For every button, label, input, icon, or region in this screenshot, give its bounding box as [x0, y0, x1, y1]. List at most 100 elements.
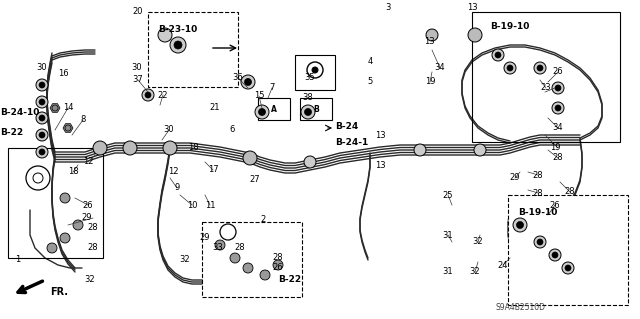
Circle shape — [537, 65, 543, 71]
Circle shape — [513, 218, 527, 232]
Circle shape — [534, 62, 546, 74]
Circle shape — [426, 29, 438, 41]
Text: FR.: FR. — [50, 287, 68, 297]
Circle shape — [39, 115, 45, 121]
Bar — [8, 148, 103, 258]
Circle shape — [507, 65, 513, 71]
Circle shape — [244, 152, 256, 164]
Circle shape — [414, 144, 426, 156]
Text: A: A — [271, 105, 277, 114]
Text: B-19-10: B-19-10 — [490, 22, 529, 31]
Text: B-23-10: B-23-10 — [158, 25, 197, 34]
Text: 19: 19 — [425, 78, 435, 86]
Text: 10: 10 — [187, 201, 197, 210]
Text: 7: 7 — [269, 84, 275, 93]
Text: 18: 18 — [188, 144, 198, 152]
Text: 22: 22 — [157, 91, 168, 100]
Text: 28: 28 — [532, 170, 543, 180]
Circle shape — [39, 149, 45, 155]
Text: 29: 29 — [509, 174, 520, 182]
Text: 34: 34 — [435, 63, 445, 72]
Circle shape — [537, 239, 543, 245]
Text: 28: 28 — [235, 243, 245, 253]
Text: 30: 30 — [164, 125, 174, 135]
Circle shape — [36, 79, 48, 91]
Text: 37: 37 — [132, 76, 143, 85]
Text: 34: 34 — [553, 123, 563, 132]
Text: B: B — [313, 105, 319, 114]
Text: 33: 33 — [212, 243, 223, 253]
Bar — [508, 195, 628, 305]
Bar — [295, 55, 335, 90]
Text: 28: 28 — [273, 254, 284, 263]
Bar — [148, 12, 238, 87]
Circle shape — [468, 28, 482, 42]
Text: 32: 32 — [84, 276, 95, 285]
Text: 13: 13 — [374, 160, 385, 169]
Text: B-22: B-22 — [278, 275, 301, 284]
Circle shape — [163, 141, 177, 155]
Text: 6: 6 — [229, 125, 235, 135]
Text: 26: 26 — [553, 68, 563, 77]
Circle shape — [255, 105, 269, 119]
Text: 12: 12 — [83, 158, 93, 167]
Circle shape — [39, 99, 45, 105]
Circle shape — [241, 75, 255, 89]
Circle shape — [215, 240, 225, 250]
Text: 2: 2 — [260, 216, 266, 225]
Circle shape — [312, 67, 318, 73]
Text: 30: 30 — [132, 63, 142, 72]
Text: 13: 13 — [467, 4, 477, 12]
Circle shape — [47, 243, 57, 253]
Circle shape — [230, 253, 240, 263]
Circle shape — [36, 129, 48, 141]
Text: 35: 35 — [305, 73, 316, 83]
Circle shape — [145, 92, 151, 98]
Text: 11: 11 — [205, 201, 215, 210]
Text: 36: 36 — [232, 73, 243, 83]
Text: 9: 9 — [174, 183, 180, 192]
Circle shape — [94, 142, 106, 154]
Circle shape — [260, 270, 270, 280]
Circle shape — [243, 263, 253, 273]
Text: 28: 28 — [88, 224, 99, 233]
Circle shape — [259, 108, 266, 115]
Text: 16: 16 — [58, 69, 68, 78]
Circle shape — [516, 221, 524, 228]
Text: 18: 18 — [68, 167, 78, 176]
Text: 4: 4 — [367, 57, 372, 66]
Text: 32: 32 — [473, 238, 483, 247]
Circle shape — [174, 41, 182, 49]
Text: 26: 26 — [550, 201, 560, 210]
Bar — [472, 12, 620, 142]
Circle shape — [36, 146, 48, 158]
Circle shape — [552, 102, 564, 114]
Text: 26: 26 — [83, 201, 93, 210]
Circle shape — [39, 132, 45, 138]
Circle shape — [474, 144, 486, 156]
Circle shape — [495, 52, 501, 58]
Text: 19: 19 — [550, 144, 560, 152]
Bar — [258, 98, 290, 120]
Circle shape — [552, 252, 558, 258]
Text: 38: 38 — [303, 93, 314, 102]
Circle shape — [243, 151, 257, 165]
Circle shape — [142, 89, 154, 101]
Text: 31: 31 — [443, 268, 453, 277]
Text: 29: 29 — [200, 234, 211, 242]
Text: 28: 28 — [88, 243, 99, 253]
Bar — [300, 98, 332, 120]
Text: 14: 14 — [63, 103, 73, 113]
Text: 24: 24 — [498, 261, 508, 270]
Text: B-19-10: B-19-10 — [518, 208, 557, 217]
Text: 13: 13 — [424, 38, 435, 47]
Text: 32: 32 — [180, 256, 190, 264]
Circle shape — [534, 236, 546, 248]
Text: 29: 29 — [82, 213, 92, 222]
Circle shape — [504, 62, 516, 74]
Circle shape — [304, 156, 316, 168]
Text: 23: 23 — [541, 84, 551, 93]
Circle shape — [60, 233, 70, 243]
Text: B-24-10: B-24-10 — [0, 108, 40, 117]
Text: 1: 1 — [15, 256, 20, 264]
